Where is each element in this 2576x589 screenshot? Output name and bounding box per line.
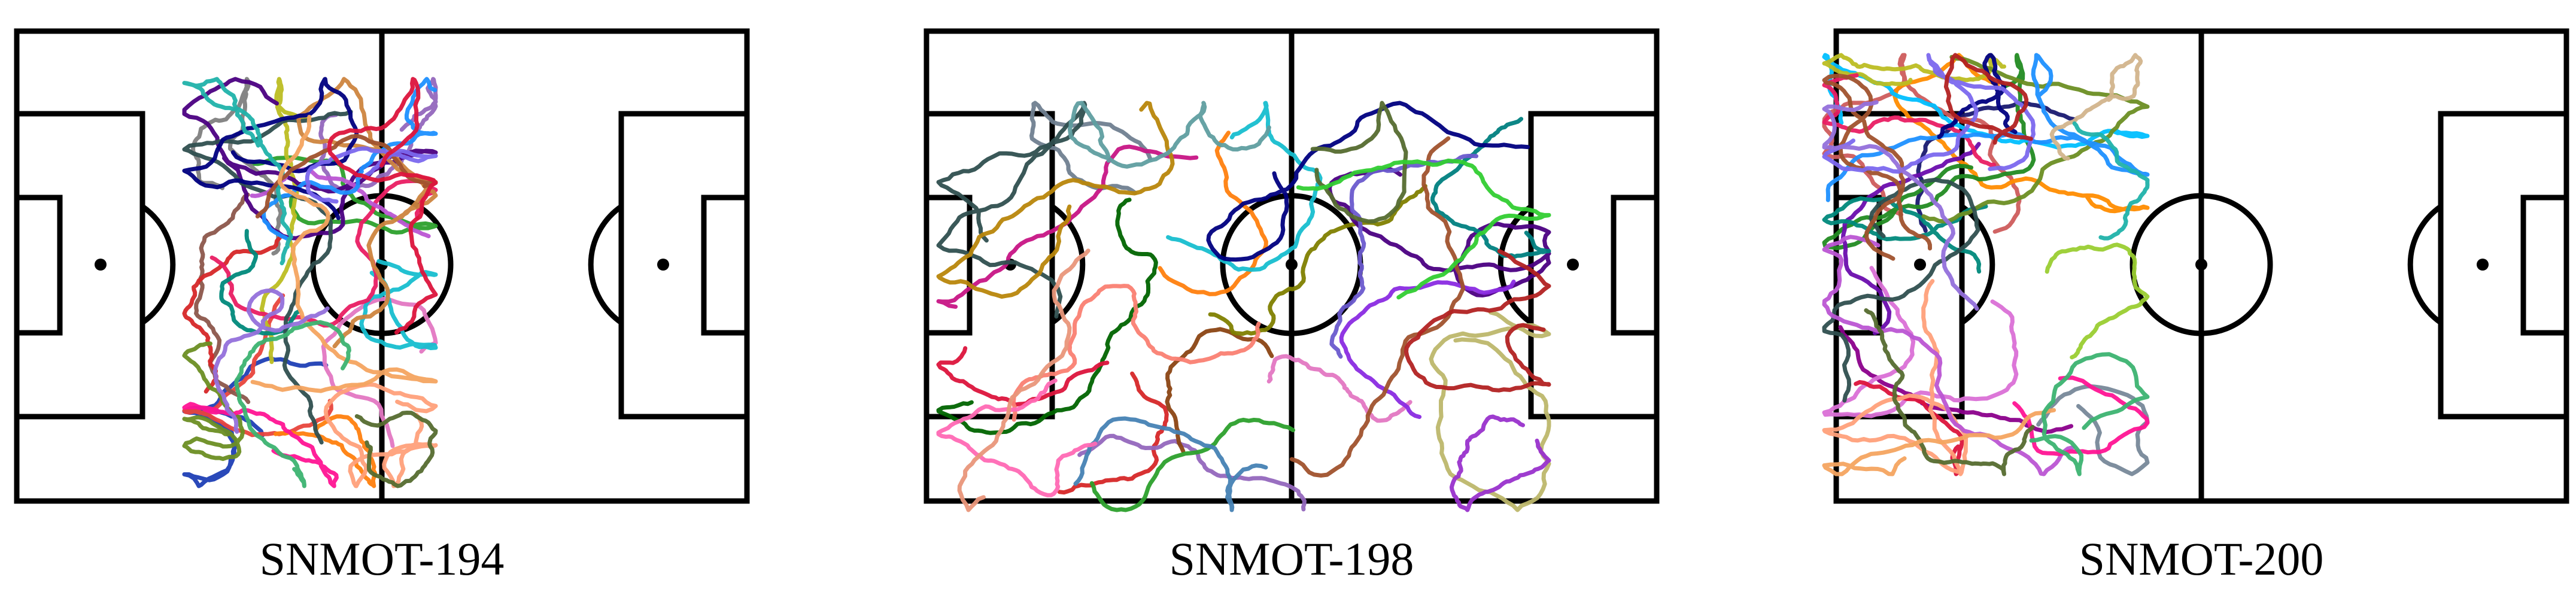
trajectory-line bbox=[1943, 53, 2033, 145]
trajectory-line bbox=[219, 229, 301, 336]
trajectory-line bbox=[1339, 280, 1516, 419]
trajectory-line bbox=[1266, 354, 1412, 423]
trajectory-line bbox=[936, 346, 1110, 407]
trajectory-line bbox=[1822, 196, 1988, 274]
trajectory-line bbox=[327, 77, 438, 335]
trajectory-line bbox=[1057, 371, 1169, 495]
trajectory-line bbox=[1329, 153, 1479, 359]
trajectory-line bbox=[182, 233, 284, 394]
trajectory-line bbox=[250, 114, 438, 393]
trajectory-line bbox=[1822, 408, 2056, 476]
pitch-lines bbox=[14, 28, 750, 504]
panel-caption-194: SNMOT-194 bbox=[260, 533, 505, 585]
trajectory-line bbox=[1429, 310, 1551, 512]
trajectory-line bbox=[354, 411, 438, 488]
trajectory-line bbox=[1067, 101, 1271, 169]
trajectory-line bbox=[2072, 121, 2150, 241]
player-trajectories bbox=[182, 77, 438, 488]
trajectory-line bbox=[1011, 284, 1261, 422]
trajectory-line bbox=[234, 320, 351, 488]
pitch-lines bbox=[1833, 28, 2569, 504]
player-trajectories bbox=[936, 101, 1551, 512]
trajectory-line bbox=[305, 146, 438, 204]
panel-caption-200: SNMOT-200 bbox=[2079, 533, 2324, 585]
trajectory-line bbox=[2045, 242, 2150, 360]
pitch-lines bbox=[924, 28, 1660, 504]
trajectory-line bbox=[182, 77, 438, 241]
trajectory-line bbox=[1822, 100, 1979, 311]
trajectory-line bbox=[1077, 433, 1307, 512]
trajectory-line bbox=[2036, 384, 2150, 476]
trajectory-line bbox=[182, 341, 245, 462]
trajectory-line bbox=[936, 101, 1087, 319]
trajectory-line bbox=[1089, 417, 1295, 512]
trajectory-line bbox=[212, 288, 330, 434]
trajectory-line bbox=[1208, 184, 1427, 336]
trajectory-line bbox=[182, 402, 339, 488]
trajectory-line bbox=[1449, 414, 1551, 512]
panel-caption-198: SNMOT-198 bbox=[1169, 533, 1414, 585]
trajectory-line bbox=[182, 77, 293, 266]
trajectory-line bbox=[2029, 352, 2150, 476]
trajectory-line bbox=[1937, 53, 2018, 139]
trajectory-line bbox=[359, 259, 438, 350]
trajectory-line bbox=[1158, 130, 1268, 296]
trajectory-line bbox=[1822, 74, 1932, 261]
trajectory-line bbox=[1822, 53, 2006, 87]
trajectory-line bbox=[936, 101, 1175, 299]
trajectory-line bbox=[182, 77, 359, 220]
player-trajectories bbox=[1822, 53, 2150, 476]
trajectory-line bbox=[1310, 101, 1408, 224]
trajectory-line bbox=[1166, 101, 1323, 272]
trajectory-line bbox=[2049, 53, 2143, 161]
trajectory-line bbox=[1289, 136, 1466, 478]
trajectory-line bbox=[1822, 53, 2036, 174]
trajectory-line bbox=[262, 77, 438, 241]
trajectory-line bbox=[1921, 54, 2150, 224]
trajectory-line bbox=[957, 248, 1090, 512]
trajectory-line bbox=[1404, 249, 1551, 393]
trajectory-line bbox=[1206, 101, 1530, 262]
trajectory-line bbox=[1296, 158, 1551, 300]
trajectory-line bbox=[1854, 379, 1964, 476]
trajectory-line bbox=[1073, 416, 1268, 512]
trajectory-line bbox=[321, 296, 438, 448]
trajectory-line bbox=[1822, 235, 2075, 476]
pitch-panel-198 bbox=[924, 28, 1660, 512]
trajectory-line bbox=[209, 178, 438, 328]
pitch-panel-194 bbox=[14, 28, 750, 504]
pitch-panel-200 bbox=[1822, 28, 2569, 504]
trajectory-line bbox=[1822, 177, 1980, 403]
